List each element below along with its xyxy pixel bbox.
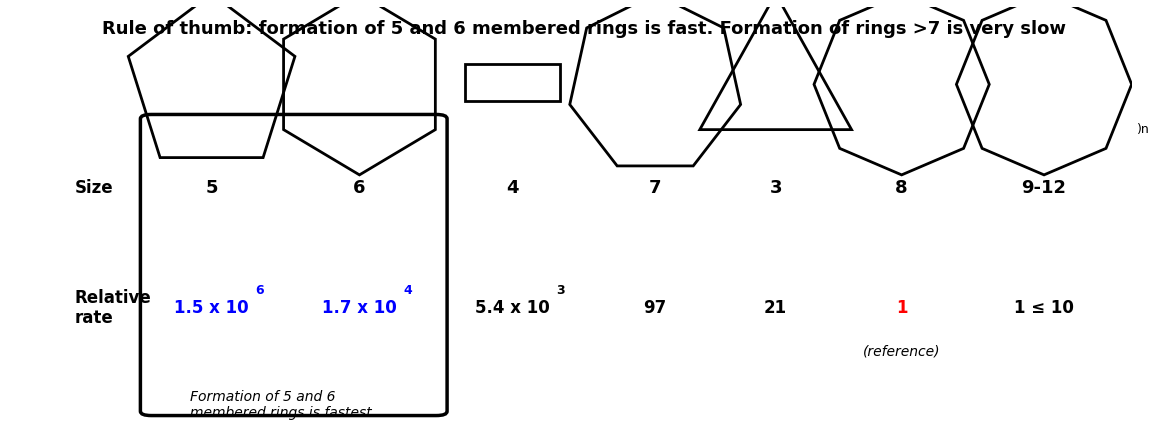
Text: 6: 6: [353, 178, 366, 197]
Text: 9-12: 9-12: [1022, 178, 1066, 197]
Text: 6: 6: [256, 284, 264, 297]
Text: 5.4 x 10: 5.4 x 10: [475, 299, 550, 317]
Bar: [466, 64, 561, 101]
Text: 1 ≤ 10: 1 ≤ 10: [1014, 299, 1073, 317]
Text: (reference): (reference): [863, 344, 940, 358]
Text: 3: 3: [770, 178, 781, 197]
Text: Size: Size: [75, 178, 113, 197]
Text: 4: 4: [507, 178, 519, 197]
Text: Relative
rate: Relative rate: [75, 289, 152, 327]
Text: 7: 7: [649, 178, 661, 197]
Text: 1: 1: [896, 299, 908, 317]
Text: 5: 5: [206, 178, 218, 197]
Text: )n: )n: [1138, 123, 1149, 136]
Text: 97: 97: [644, 299, 667, 317]
Text: 4: 4: [403, 284, 412, 297]
Text: 1.5 x 10: 1.5 x 10: [174, 299, 249, 317]
Text: 21: 21: [764, 299, 787, 317]
Text: Rule of thumb: formation of 5 and 6 membered rings is fast. Formation of rings >: Rule of thumb: formation of 5 and 6 memb…: [102, 20, 1066, 38]
Text: 1.7 x 10: 1.7 x 10: [322, 299, 397, 317]
Text: 8: 8: [896, 178, 908, 197]
Text: Formation of 5 and 6
membered rings is fastest: Formation of 5 and 6 membered rings is f…: [189, 390, 371, 420]
Text: 3: 3: [557, 284, 565, 297]
